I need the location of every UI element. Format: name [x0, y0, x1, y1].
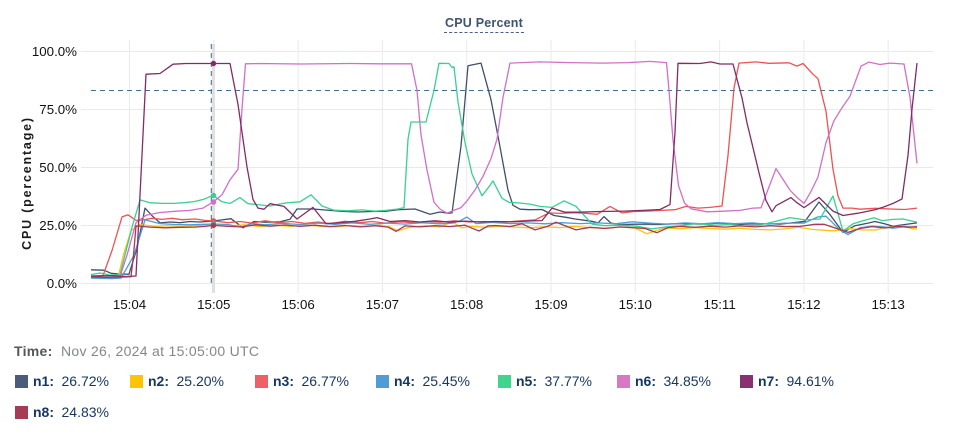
- svg-text:15:07: 15:07: [366, 297, 399, 312]
- svg-text:15:06: 15:06: [281, 297, 314, 312]
- svg-text:15:04: 15:04: [113, 297, 146, 312]
- svg-text:CPU (percentage): CPU (percentage): [20, 116, 34, 250]
- svg-text:15:10: 15:10: [619, 297, 652, 312]
- svg-text:0.0%: 0.0%: [47, 276, 77, 291]
- svg-text:15:05: 15:05: [197, 297, 230, 312]
- svg-text:75.0%: 75.0%: [39, 102, 77, 117]
- svg-text:50.0%: 50.0%: [39, 160, 77, 175]
- svg-text:15:11: 15:11: [703, 297, 735, 312]
- svg-text:15:08: 15:08: [450, 297, 483, 312]
- svg-text:25.0%: 25.0%: [39, 218, 77, 233]
- svg-text:15:09: 15:09: [534, 297, 567, 312]
- svg-text:100.0%: 100.0%: [32, 44, 77, 59]
- svg-text:15:12: 15:12: [787, 297, 820, 312]
- svg-text:15:13: 15:13: [872, 297, 905, 312]
